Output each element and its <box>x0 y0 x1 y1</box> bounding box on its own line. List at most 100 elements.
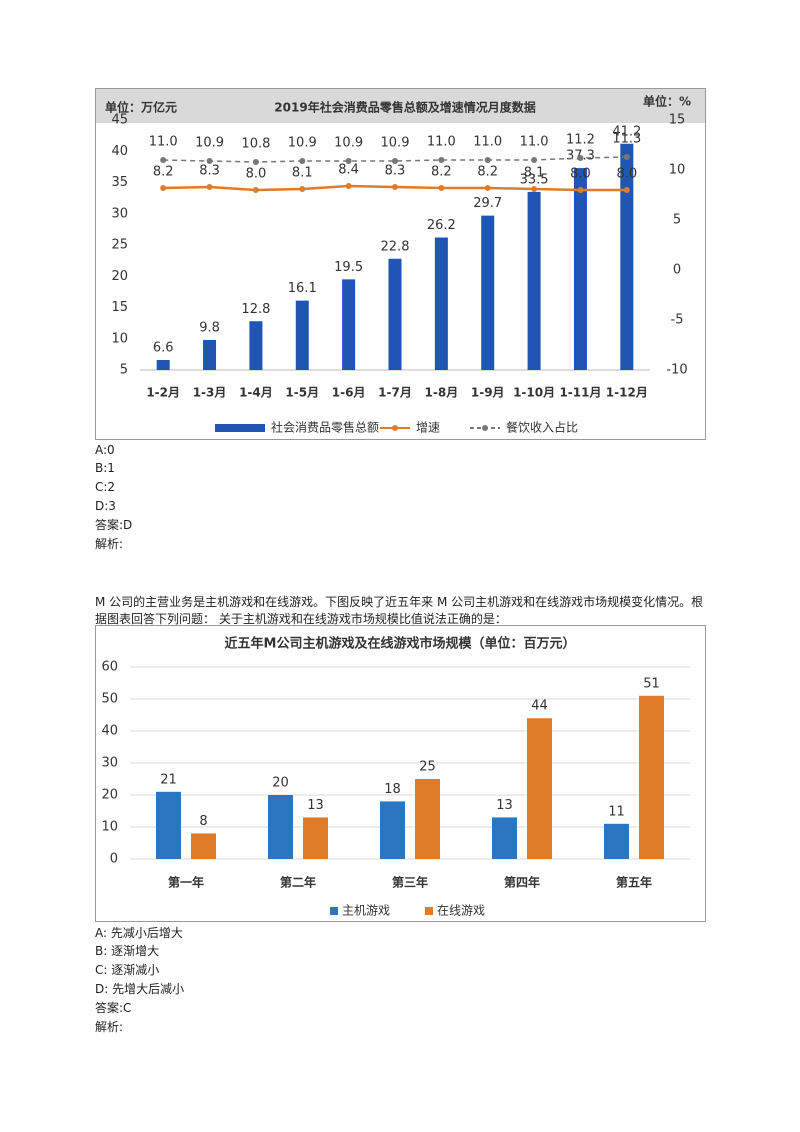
legend-swatch <box>425 907 433 915</box>
analysis: 解析: <box>95 537 124 551</box>
option: A:0 <box>95 443 115 457</box>
marker <box>160 157 167 163</box>
data-label: 8 <box>199 814 207 829</box>
marker <box>252 159 259 165</box>
data-label: 22.8 <box>381 239 410 254</box>
data-label: 20 <box>272 776 289 791</box>
legend-swatch <box>482 425 488 431</box>
legend-label: 在线游戏 <box>437 904 485 918</box>
data-label: 13 <box>496 798 513 813</box>
marker <box>299 158 306 164</box>
bar <box>303 817 328 859</box>
data-label: 29.7 <box>473 196 502 211</box>
bar <box>380 801 405 859</box>
option: C: 逐渐减小 <box>95 963 160 977</box>
bar <box>156 360 170 370</box>
y-tick-label: 50 <box>101 692 118 707</box>
data-label: 8.3 <box>199 164 220 179</box>
y-tick-label: 30 <box>111 206 128 221</box>
data-label: 11.0 <box>149 135 178 150</box>
data-label: 51 <box>643 676 660 691</box>
data-label: 10.9 <box>381 136 410 151</box>
x-tick-label: 第五年 <box>616 875 652 890</box>
bar <box>620 143 634 370</box>
data-label: 13 <box>307 798 324 813</box>
option: B: 逐渐增大 <box>95 944 160 958</box>
legend-label: 社会消费品零售总额 <box>271 420 379 435</box>
y2-tick-label: 10 <box>669 163 686 178</box>
data-label: 6.6 <box>153 341 174 356</box>
y2-tick-label: -10 <box>666 363 687 378</box>
marker <box>484 185 491 191</box>
marker <box>392 184 398 190</box>
y-tick-label: 60 <box>101 660 118 675</box>
data-label: 16.1 <box>288 281 317 296</box>
bar <box>527 718 552 859</box>
data-label: 18 <box>384 782 401 797</box>
option: B:1 <box>95 461 115 475</box>
x-tick-label: 1-3月 <box>193 386 227 400</box>
x-tick-label: 第三年 <box>392 875 428 890</box>
bar <box>249 321 263 370</box>
x-tick-label: 1-2月 <box>146 386 180 400</box>
marker <box>577 187 584 193</box>
data-label: 8.4 <box>338 163 359 178</box>
data-label: 11.2 <box>566 133 595 148</box>
x-tick-label: 1-6月 <box>332 386 366 400</box>
marker <box>392 158 398 164</box>
data-label: 8.2 <box>431 165 452 180</box>
chart-title: 近五年M公司主机游戏及在线游戏市场规模（单位：百万元） <box>225 636 576 652</box>
marker <box>206 158 213 164</box>
bar <box>527 191 541 370</box>
data-label: 8.0 <box>570 167 591 182</box>
data-label: 8.0 <box>246 167 267 182</box>
x-tick-label: 第四年 <box>504 875 540 890</box>
x-tick-label: 1-4月 <box>239 386 273 400</box>
x-tick-label: 1-11月 <box>559 386 601 400</box>
y-tick-label: 15 <box>111 300 128 315</box>
data-label: 11.0 <box>520 135 549 150</box>
marker <box>206 184 213 190</box>
y-tick-label: 0 <box>110 852 118 867</box>
y-tick-label: 40 <box>101 724 118 739</box>
data-label: 11 <box>608 804 625 819</box>
chart: 单位：万亿元 2019年社会消费品零售总额及增速情况月度数据 单位：% 5 10 1… <box>95 88 706 440</box>
answer: 答案:D <box>95 518 133 532</box>
data-label: 11.0 <box>427 135 456 150</box>
chart-title: 2019年社会消费品零售总额及增速情况月度数据 <box>274 100 535 115</box>
marker <box>438 185 445 191</box>
legend-label: 餐饮收入占比 <box>506 420 578 435</box>
y-tick-label: 45 <box>111 113 128 128</box>
bar <box>434 237 448 370</box>
data-label: 10.9 <box>195 136 224 151</box>
chart-frame <box>95 625 706 922</box>
x-tick-label: 1-5月 <box>285 386 319 400</box>
y2-tick-label: 0 <box>673 263 681 278</box>
title-band <box>96 89 705 123</box>
y-unit: 单位：万亿元 <box>105 100 177 115</box>
marker <box>484 157 491 163</box>
option: A: 先减小后增大 <box>95 926 183 940</box>
data-label: 11.0 <box>473 135 502 150</box>
data-label: 26.2 <box>427 218 456 233</box>
bar <box>203 340 217 370</box>
marker <box>438 157 445 163</box>
y-tick-label: 40 <box>111 144 128 159</box>
y-tick-label: 5 <box>120 363 128 378</box>
data-label: 10.9 <box>334 136 363 151</box>
data-label: 44 <box>531 699 548 714</box>
data-label: 11.3 <box>612 132 641 147</box>
data-label: 10.8 <box>241 137 270 152</box>
chart: 近五年M公司主机游戏及在线游戏市场规模（单位：百万元） 0 10 20 30 40 50 6… <box>95 625 706 922</box>
analysis: 解析: <box>95 1020 124 1034</box>
x-tick-label: 1-9月 <box>471 386 505 400</box>
y-tick-label: 35 <box>111 175 128 190</box>
data-label: 8.2 <box>477 165 498 180</box>
y-tick-label: 30 <box>101 756 118 771</box>
bar <box>295 300 309 370</box>
bar <box>604 823 629 859</box>
marker <box>345 158 352 164</box>
y-tick-label: 10 <box>111 331 128 346</box>
marker <box>623 187 630 193</box>
data-label: 41.2 <box>612 124 641 139</box>
